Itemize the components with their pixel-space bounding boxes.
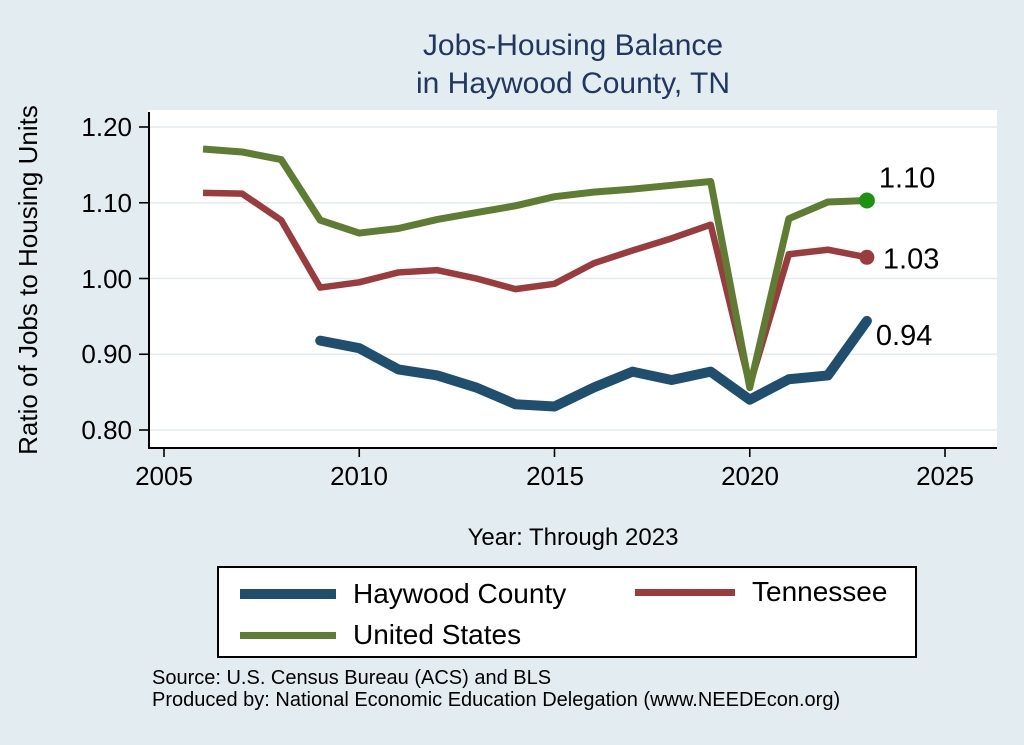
footer-notes: Source: U.S. Census Bureau (ACS) and BLS… [152, 667, 841, 711]
y-tick-label: 1.10 [81, 187, 132, 218]
chart-title-line1: Jobs-Housing Balance [422, 29, 724, 62]
end-value-label-haywood-county: 0.94 [876, 320, 932, 352]
x-tick-label: 2015 [526, 461, 584, 491]
legend-swatch-united-states [240, 631, 336, 639]
y-tick-label: 0.80 [81, 415, 132, 445]
chart-title-line2: in Haywood County, TN [415, 67, 731, 100]
legend-label-haywood-county: Haywood County [353, 578, 567, 609]
end-value-label-tennessee: 1.03 [883, 243, 939, 275]
legend-label-united-states: United States [353, 619, 522, 650]
legend-swatch-tennessee [635, 588, 735, 596]
legend-item-tennessee: Tennessee [635, 574, 887, 610]
footer-produced-by: Produced by: National Economic Education… [152, 688, 841, 711]
legend-item-united-states: United States [240, 617, 521, 653]
legend: Haywood County Tennessee United States [217, 566, 917, 658]
x-tick-label: 2005 [135, 461, 193, 491]
plot-area: 0.94 1.03 1.10 [139, 110, 997, 457]
series-line-haywood-county [315, 315, 872, 412]
legend-item-haywood-county: Haywood County [240, 576, 566, 612]
end-marker-united-states [858, 192, 875, 209]
y-tick-label: 1.00 [81, 263, 132, 294]
y-tick-label: 1.20 [81, 112, 132, 142]
x-tick-label: 2010 [330, 461, 388, 491]
x-tick-label: 2025 [916, 461, 974, 491]
series-line-united-states [202, 145, 868, 392]
footer-source: Source: U.S. Census Bureau (ACS) and BLS [152, 667, 552, 689]
end-marker-tennessee [859, 249, 875, 265]
end-value-label-united-states: 1.10 [879, 162, 935, 194]
x-axis-title: Year: Through 2023 [467, 524, 679, 551]
x-tick-label: 2020 [721, 461, 779, 491]
y-tick-label: 0.90 [81, 339, 132, 369]
legend-label-tennessee: Tennessee [752, 576, 888, 607]
legend-swatch-haywood-county [240, 589, 336, 599]
chart-title: Jobs-Housing Balance in Haywood County, … [148, 27, 998, 103]
